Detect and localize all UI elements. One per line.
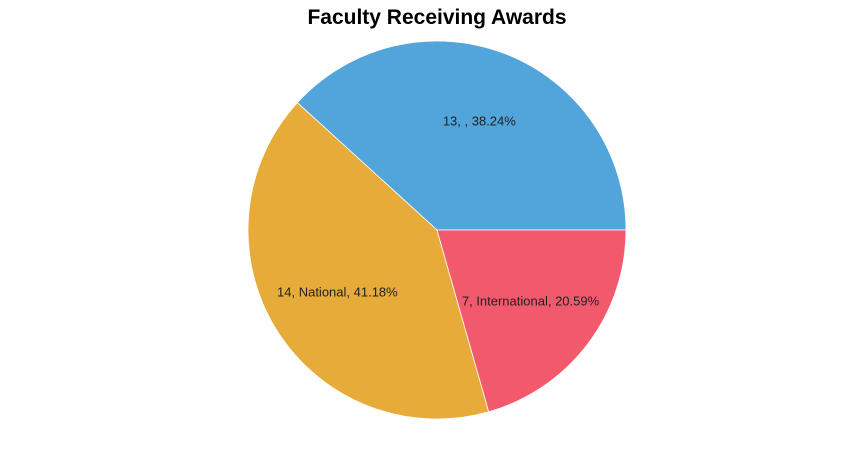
pie-slice-national [247, 102, 490, 420]
pie-slice-unlabeled [296, 40, 627, 231]
pie-slice-international [436, 229, 627, 413]
chart-title: Faculty Receiving Awards [307, 6, 567, 29]
slice-label: 13, , 38.24% [443, 114, 516, 129]
slice-label: 14, National, 41.18% [277, 285, 398, 300]
slice-labels: 13, , 38.24% 14, National, 41.18% 7, Inter… [277, 114, 600, 309]
slice-label: 7, International, 20.59% [462, 294, 600, 309]
pie-slices [247, 40, 627, 420]
